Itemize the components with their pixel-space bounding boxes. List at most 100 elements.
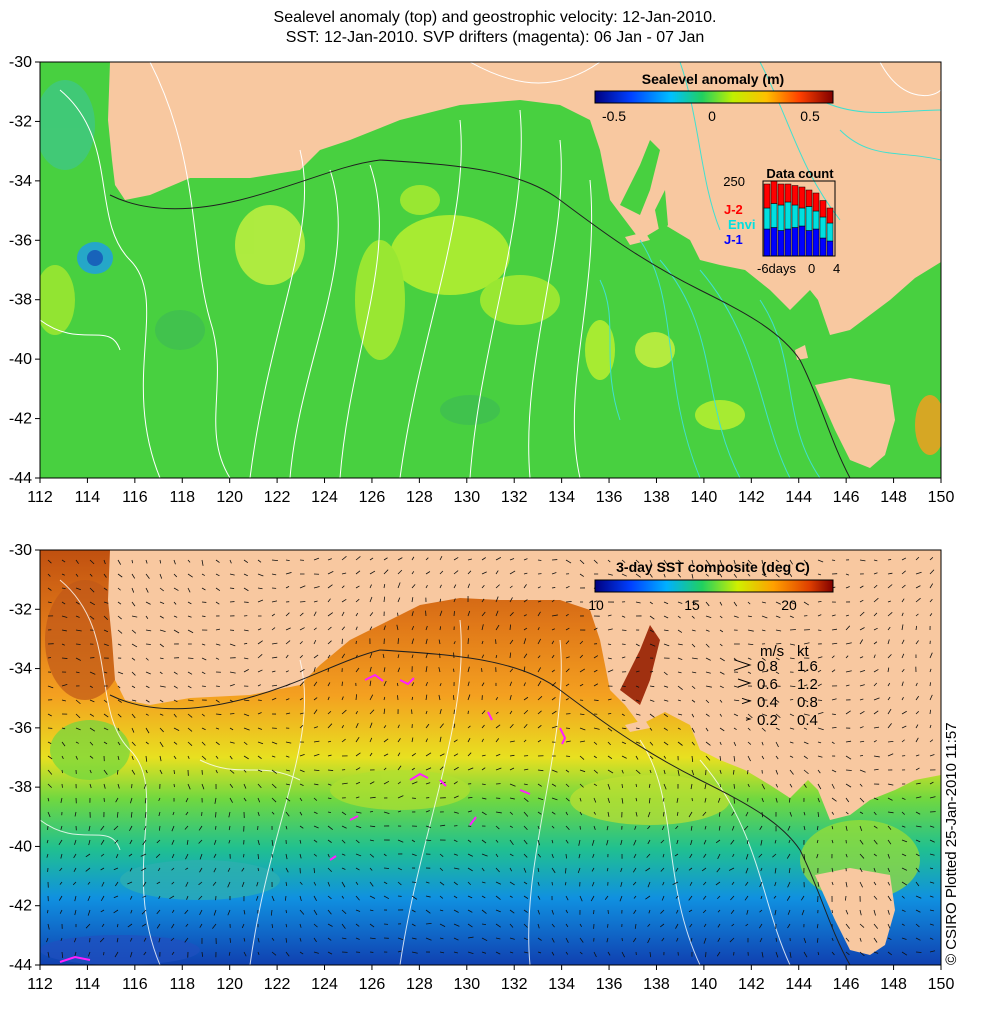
- velocity-arrow: [439, 610, 443, 617]
- velocity-arrow: [241, 881, 245, 888]
- velocity-arrow: [859, 559, 866, 562]
- velocity-arrow: [453, 695, 455, 701]
- velocity-arrow: [635, 727, 640, 730]
- velocity-arrow: [313, 769, 320, 771]
- velocity-arrow: [719, 573, 723, 578]
- velocity-arrow: [831, 726, 837, 729]
- velocity-arrow: [691, 741, 695, 746]
- velocity-arrow: [523, 682, 526, 687]
- velocity-arrow: [551, 783, 557, 787]
- velocity-arrow: [397, 781, 401, 785]
- velocity-arrow: [186, 895, 189, 900]
- velocity-arrow: [47, 811, 51, 818]
- velocity-arrow: [803, 755, 808, 760]
- velocity-arrow: [327, 937, 332, 941]
- lon-tick-label: 134: [548, 976, 575, 993]
- velocity-arrow: [61, 643, 65, 646]
- velocity-arrow: [439, 570, 444, 575]
- velocity-arrow: [761, 713, 768, 717]
- lat-tick-label: -32: [9, 113, 32, 130]
- velocity-arrow: [859, 937, 862, 942]
- velocity-arrow: [271, 697, 277, 701]
- velocity-arrow: [271, 923, 274, 928]
- velocity-arrow: [129, 895, 133, 900]
- velocity-arrow: [663, 671, 668, 676]
- velocity-arrow: [859, 639, 864, 645]
- velocity-arrow: [509, 558, 515, 561]
- velocity-arrow: [915, 839, 921, 843]
- velocity-arrow: [467, 610, 471, 617]
- velocity-arrow: [285, 712, 291, 715]
- velocity-arrow: [327, 640, 332, 645]
- velocity-arrow: [156, 881, 161, 885]
- velocity-arrow: [887, 895, 892, 902]
- velocity-arrow: [439, 626, 442, 631]
- velocity-arrow: [817, 669, 822, 673]
- legend-header-ms: m/s: [760, 643, 784, 660]
- velocity-arrow: [215, 587, 221, 591]
- velocity-arrow: [271, 839, 274, 846]
- velocity-arrow: [285, 741, 292, 744]
- lon-tick-label: 122: [264, 976, 291, 993]
- velocity-arrow: [481, 923, 487, 925]
- velocity-arrow: [114, 881, 119, 887]
- velocity-arrow: [341, 626, 346, 631]
- velocity-arrow: [831, 811, 835, 815]
- velocity-arrow: [676, 909, 679, 914]
- velocity-arrow: [803, 937, 807, 944]
- velocity-arrow: [817, 783, 822, 790]
- plot-credit: © CSIRO Plotted 25-Jan-2010 11:57: [943, 722, 960, 965]
- legend-arrow: [737, 678, 752, 688]
- inset-bar-envi: [826, 222, 834, 242]
- velocity-arrow: [159, 615, 164, 619]
- velocity-arrow: [184, 909, 189, 915]
- velocity-arrow: [453, 923, 460, 927]
- legend-arrow: [733, 659, 752, 671]
- velocity-arrow: [156, 839, 161, 844]
- velocity-arrow: [649, 699, 655, 702]
- velocity-arrow: [159, 713, 164, 716]
- velocity-arrow: [467, 853, 473, 857]
- velocity-arrow: [845, 811, 849, 815]
- velocity-arrow: [115, 853, 119, 859]
- velocity-arrow: [607, 657, 612, 660]
- velocity-arrow: [645, 895, 651, 900]
- velocity-arrow: [143, 951, 147, 956]
- velocity-arrow: [341, 782, 348, 785]
- velocity-arrow: [929, 694, 933, 701]
- velocity-arrow: [257, 741, 264, 745]
- velocity-arrow: [313, 726, 319, 729]
- velocity-arrow: [142, 839, 147, 846]
- velocity-arrow: [313, 586, 320, 589]
- velocity-arrow: [299, 853, 302, 859]
- velocity-arrow: [100, 853, 105, 857]
- velocity-arrow: [257, 811, 260, 817]
- velocity-arrow: [663, 713, 669, 718]
- velocity-arrow: [453, 895, 458, 899]
- velocity-arrow: [789, 573, 793, 577]
- velocity-arrow: [565, 683, 570, 687]
- velocity-arrow: [299, 811, 303, 816]
- velocity-arrow: [355, 839, 360, 844]
- velocity-arrow: [243, 629, 249, 632]
- velocity-arrow: [691, 643, 696, 648]
- velocity-arrow: [551, 825, 555, 829]
- velocity-arrow: [523, 881, 528, 885]
- velocity-arrow: [647, 811, 651, 818]
- velocity-arrow: [761, 755, 765, 760]
- velocity-arrow: [662, 797, 665, 802]
- velocity-arrow: [887, 753, 894, 757]
- velocity-arrow: [915, 613, 919, 617]
- velocity-arrow: [607, 669, 614, 673]
- velocity-arrow: [691, 713, 695, 718]
- legend-rows: 0.8 1.60.6 1.20.4 0.80.2 0.4: [733, 658, 818, 729]
- velocity-arrow: [887, 682, 891, 687]
- velocity-arrow: [397, 937, 404, 941]
- velocity-arrow: [243, 657, 249, 660]
- velocity-arrow: [229, 573, 235, 576]
- velocity-arrow: [873, 612, 878, 617]
- velocity-arrow: [355, 556, 361, 561]
- velocity-arrow: [299, 881, 303, 885]
- velocity-arrow: [299, 655, 303, 659]
- velocity-arrow: [887, 584, 893, 589]
